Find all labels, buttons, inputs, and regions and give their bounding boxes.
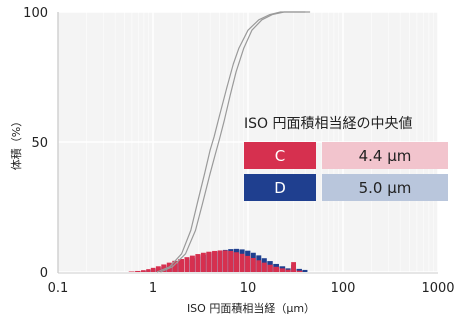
y-tick-label: 50 <box>31 136 48 151</box>
histogram-bar-c <box>189 255 195 272</box>
legend-key-d: D <box>274 179 286 197</box>
x-tick-label: 0.1 <box>48 281 69 296</box>
histogram-bar-c <box>195 254 201 272</box>
cumulative-curve-c <box>156 11 306 273</box>
histogram-bar-c <box>239 253 245 272</box>
histogram-bar-c <box>161 264 167 272</box>
legend-title: ISO 円面積相当経の中央値 <box>244 116 413 132</box>
histogram-bar-c <box>178 259 184 272</box>
legend: ISO 円面積相当経の中央値 C 4.4 μm D 5.0 μm <box>244 116 448 201</box>
histogram-bar-c <box>146 269 151 272</box>
x-tick-labels: 0.1 1 10 100 1000 <box>48 281 455 296</box>
x-tick-label: 1 <box>149 281 157 296</box>
histogram-bar-c <box>172 260 178 272</box>
cumulative-curve-d <box>160 11 311 273</box>
x-tick-label: 10 <box>240 281 257 296</box>
histogram-bar-c <box>267 264 273 272</box>
histogram-bar-c <box>200 252 206 272</box>
legend-value-c-box <box>322 142 448 169</box>
x-tick-label: 100 <box>331 281 356 296</box>
histogram-bar-c <box>212 250 218 272</box>
legend-value-c: 4.4 μm <box>359 147 412 165</box>
y-tick-label: 0 <box>40 266 48 281</box>
histogram-bar-c <box>296 270 303 272</box>
legend-key-c-box <box>244 142 316 169</box>
legend-value-d: 5.0 μm <box>359 179 412 197</box>
histogram-bar-c <box>261 262 267 272</box>
cumulative-curves <box>156 11 311 273</box>
histogram-bar-c <box>155 266 161 272</box>
histogram-bar-d <box>296 268 302 272</box>
histogram-bar-c <box>128 271 135 272</box>
y-tick-labels: 0 50 100 <box>23 6 48 281</box>
histogram-bar-c <box>245 255 251 272</box>
y-axis-label: 体積（%） <box>9 116 23 170</box>
histogram-bar-c <box>256 260 262 272</box>
histogram-bar-c <box>285 269 291 272</box>
histogram-bar-c <box>150 267 156 272</box>
histogram-bar-c <box>141 270 146 272</box>
histogram-bar-d <box>302 269 308 272</box>
histogram-bar-c <box>135 270 141 272</box>
histogram-bar-c <box>273 266 279 272</box>
histogram-bar-c <box>233 252 239 272</box>
histogram-bar-c <box>279 268 286 272</box>
histogram-bar-c <box>217 250 223 272</box>
histogram-bar-c <box>184 257 190 272</box>
grid <box>57 11 439 274</box>
legend-value-d-box <box>322 174 448 201</box>
legend-key-d-box <box>244 174 316 201</box>
x-tick-label: 1000 <box>421 281 454 296</box>
y-tick-label: 100 <box>23 6 48 21</box>
histogram-bar-c <box>291 262 297 272</box>
histogram-bar-c <box>228 250 234 272</box>
x-axis-label: ISO 円面積相当経（μm） <box>187 301 315 315</box>
histogram-bar-c <box>250 257 256 272</box>
histogram-bar-c <box>222 250 228 272</box>
histogram-bar-c <box>206 251 212 272</box>
legend-key-c: C <box>275 147 285 165</box>
